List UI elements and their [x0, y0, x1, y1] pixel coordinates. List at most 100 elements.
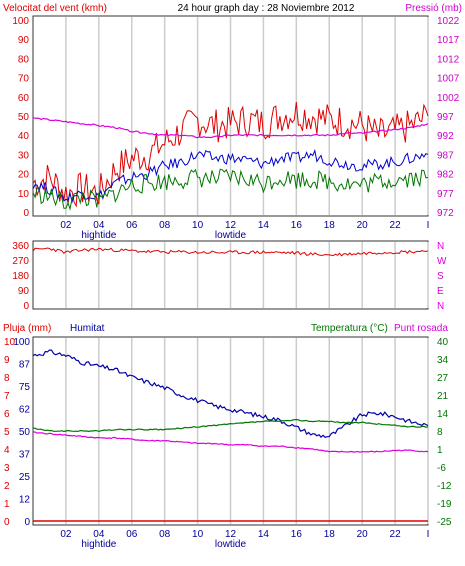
wind-series — [32, 102, 429, 211]
temperature-tick-label: -25 — [437, 517, 452, 528]
x-tick-label: 18 — [324, 220, 336, 231]
wind-series-line-0 — [32, 102, 429, 208]
x-tick-label: I — [427, 220, 430, 231]
humidity-label: Humitat — [70, 323, 105, 334]
rain-tick-label: 6 — [4, 409, 10, 420]
x-tick-label: 10 — [192, 529, 204, 540]
temperature-tick-label: 1 — [437, 445, 443, 456]
compass-tick-label: W — [437, 256, 447, 267]
x-tick-label: 20 — [357, 220, 369, 231]
temperature-tick-label: 34 — [437, 355, 449, 366]
x-tick-label: 12 — [225, 529, 237, 540]
rain-tick-label: 3 — [4, 463, 10, 474]
direction-tick-label: 360 — [12, 241, 29, 252]
humidity-tick-label: 50 — [19, 427, 31, 438]
wind-tick-label: 40 — [18, 131, 30, 142]
direction-tick-label: 90 — [18, 286, 30, 297]
wind-tick-label: 10 — [18, 189, 30, 200]
tide-marker-label: hightide — [81, 230, 116, 241]
x-tick-label: 18 — [324, 529, 336, 540]
pressure-tick-label: 972 — [437, 208, 454, 219]
pressure-tick-label: 982 — [437, 170, 454, 181]
wind-tick-label: 50 — [18, 112, 30, 123]
x-tick-label: 02 — [60, 529, 72, 540]
x-tick-label: 22 — [390, 529, 402, 540]
tide-marker-label: lowtide — [215, 230, 247, 241]
x-tick-label: 12 — [225, 220, 237, 231]
tide-marker-label: hightide — [81, 539, 116, 550]
humidity-series-line-1 — [32, 418, 429, 433]
pressure-tick-label: 987 — [437, 150, 454, 161]
humidity-tick-label: 62 — [19, 405, 31, 416]
rain-tick-label: 8 — [4, 373, 10, 384]
rain-tick-label: 4 — [4, 445, 10, 456]
x-tick-label: I — [427, 529, 430, 540]
pressure-tick-label: 997 — [437, 112, 454, 123]
rain-tick-label: 2 — [4, 481, 10, 492]
x-tick-label: 04 — [93, 529, 105, 540]
x-tick-label: 16 — [291, 220, 303, 231]
wind-series-line-2 — [32, 168, 429, 211]
x-tick-label: 04 — [93, 220, 105, 231]
pressure-tick-label: 1017 — [437, 35, 460, 46]
dewpoint-label: Punt rosada — [394, 323, 448, 334]
pressure-right-axis: 1022 1017 1012 1007 1002 997 992 987 982 977 972 — [437, 16, 460, 219]
humidity-series — [32, 349, 429, 522]
x-tick-label: 06 — [126, 220, 138, 231]
direction-series — [32, 247, 429, 257]
direction-tick-label: 270 — [12, 256, 29, 267]
pressure-tick-label: 1007 — [437, 74, 460, 85]
pressure-tick-label: 1002 — [437, 93, 460, 104]
wind-tick-label: 90 — [18, 35, 30, 46]
rain-tick-label: 1 — [4, 499, 10, 510]
x-tick-label: 20 — [357, 529, 369, 540]
humidity-series-line-2 — [33, 431, 429, 453]
x-tick-label: 14 — [258, 220, 270, 231]
x-tick-label: 02 — [60, 220, 72, 231]
pressure-tick-label: 977 — [437, 189, 454, 200]
temperature-tick-label: 21 — [437, 391, 449, 402]
direction-tick-label: 0 — [23, 301, 29, 312]
page-title: 24 hour graph day : 28 Noviembre 2012 — [178, 3, 355, 14]
wind-tick-label: 70 — [18, 74, 30, 85]
direction-left-axis: 360 270 180 90 0 — [12, 241, 29, 312]
humidity-series-line-0 — [32, 349, 429, 438]
x-tick-label: 14 — [258, 529, 270, 540]
x-tick-label: 08 — [159, 220, 171, 231]
wind-tick-label: 20 — [18, 170, 30, 181]
tide-marker-label: lowtide — [215, 539, 247, 550]
rain-tick-label: 0 — [4, 517, 10, 528]
wind-tick-label: 0 — [23, 208, 29, 219]
rain-label: Pluja (mm) — [3, 323, 51, 334]
humidity-tick-label: 87 — [19, 360, 31, 371]
pressure-tick-label: 1012 — [437, 54, 460, 65]
pressure-label: Pressió (mb) — [405, 3, 462, 14]
x-tick-label: 16 — [291, 529, 303, 540]
rain-tick-label: 9 — [4, 355, 10, 366]
wind-tick-label: 80 — [18, 54, 30, 65]
pressure-tick-label: 1022 — [437, 16, 460, 27]
humidity-tick-label: 12 — [19, 495, 31, 506]
humidity-tick-label: 75 — [19, 382, 31, 393]
rain-tick-label: 5 — [4, 427, 10, 438]
wind-tick-label: 60 — [18, 93, 30, 104]
x-tick-label: 10 — [192, 220, 204, 231]
temperature-tick-label: -19 — [437, 499, 452, 510]
humidity-grid — [65, 338, 429, 524]
wind-tick-label: 100 — [12, 16, 29, 27]
temperature-tick-label: 27 — [437, 373, 449, 384]
humidity-tick-label: 100 — [13, 337, 30, 348]
compass-tick-label: E — [437, 286, 444, 297]
temperature-tick-label: -12 — [437, 481, 452, 492]
humidity-tick-label: 0 — [24, 517, 30, 528]
rain-tick-label: 10 — [4, 337, 16, 348]
compass-tick-label: N — [437, 301, 444, 312]
humidity-tick-label: 25 — [19, 472, 31, 483]
pressure-tick-label: 992 — [437, 131, 454, 142]
temperature-label: Temperatura (°C) — [311, 323, 388, 334]
rain-tick-label: 7 — [4, 391, 10, 402]
